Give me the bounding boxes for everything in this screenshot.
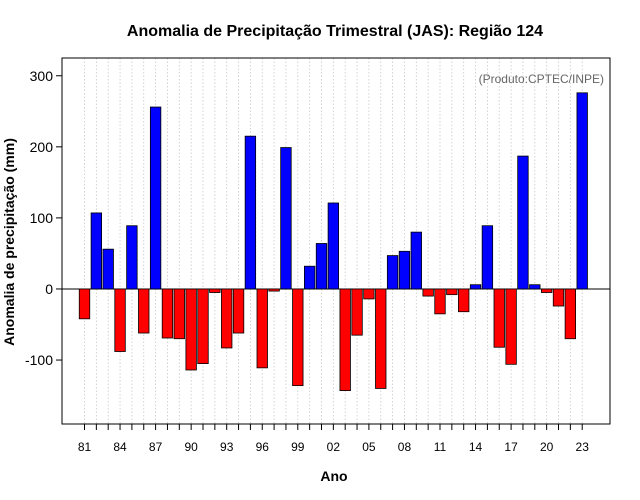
bar-2007	[386, 255, 399, 290]
x-tick-label: 20	[540, 440, 554, 454]
y-tick-label: 200	[30, 139, 54, 155]
bar-2013	[458, 288, 470, 313]
bar-2006	[375, 288, 387, 389]
bar-2014	[469, 284, 482, 290]
y-axis-label: Anomalia de precipitação (mm)	[1, 138, 17, 346]
x-tick-label: 93	[220, 440, 234, 454]
x-axis: 81 84 87 90 93 96 99 02 05 08 11 14 17 20 23	[78, 424, 589, 454]
x-tick-label: 99	[291, 440, 305, 454]
bar-1981	[78, 288, 91, 320]
bar-1994	[232, 288, 245, 334]
credit-label: (Produto:CPTEC/INPE)	[479, 72, 604, 86]
bar-1993	[221, 288, 233, 349]
bar-1989	[173, 288, 185, 340]
bar-2002	[327, 202, 340, 290]
bar-1985	[126, 225, 138, 290]
x-axis-label: Ano	[320, 468, 347, 484]
bar-2017	[505, 288, 517, 365]
x-tick-label: 87	[149, 440, 163, 454]
y-tick-label: 0	[45, 281, 53, 297]
x-tick-label: 11	[434, 440, 447, 454]
bar-1987	[149, 106, 162, 290]
bar-2015	[481, 225, 494, 290]
x-tick-label: 05	[362, 440, 376, 454]
bar-2009	[410, 231, 422, 290]
bar-2020	[541, 288, 553, 293]
bar-1995	[244, 135, 257, 290]
bar-2010	[422, 288, 434, 297]
bar-1996	[256, 288, 268, 369]
bar-1988	[161, 288, 174, 339]
plot-frame	[61, 57, 611, 425]
x-tick-label: 90	[184, 440, 198, 454]
x-tick-label: 23	[576, 440, 590, 454]
bar-2021	[552, 288, 565, 307]
x-tick-label: 96	[256, 440, 270, 454]
x-tick-label: 08	[398, 440, 412, 454]
y-axis: 300 200 100 0 -100	[25, 68, 62, 368]
bar-2012	[446, 288, 458, 296]
x-tick-label: 17	[504, 440, 518, 454]
bar-1999	[292, 288, 304, 387]
bar-2023	[576, 92, 588, 290]
x-tick-label: 84	[113, 440, 127, 454]
bars-group	[78, 92, 588, 391]
x-tick-label: 14	[469, 440, 483, 454]
bar-2011	[434, 288, 446, 315]
bar-1983	[102, 248, 114, 290]
bar-2000	[303, 265, 316, 290]
bar-1997	[268, 288, 280, 292]
y-tick-label: -100	[25, 352, 53, 368]
bar-2019	[529, 284, 541, 290]
bar-2008	[398, 250, 411, 290]
bar-2005	[363, 288, 375, 300]
bar-2004	[351, 288, 363, 336]
bar-2003	[339, 288, 351, 391]
x-tick-label: 81	[78, 440, 92, 454]
bar-1998	[280, 147, 292, 290]
chart-title: Anomalia de Precipitação Trimestral (JAS…	[127, 23, 543, 40]
bar-1990	[185, 288, 197, 371]
y-tick-label: 300	[30, 68, 54, 84]
bar-1982	[90, 212, 102, 290]
bar-2001	[315, 243, 328, 290]
bar-1984	[114, 288, 126, 352]
y-tick-label: 100	[30, 210, 54, 226]
bar-2018	[517, 155, 529, 290]
bar-2016	[493, 288, 505, 348]
bar-2022	[564, 288, 576, 340]
bar-1992	[209, 288, 221, 293]
bar-1991	[197, 288, 209, 364]
x-tick-label: 02	[327, 440, 341, 454]
bar-1986	[138, 288, 150, 334]
